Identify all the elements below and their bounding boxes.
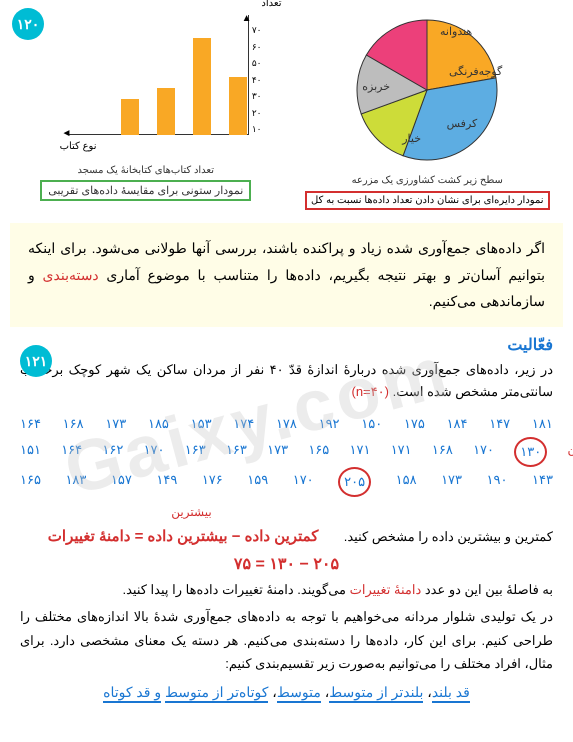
x-axis-label: نوع کتاب — [60, 141, 97, 152]
bar-chart: تعداد نوع کتاب ▲ ◄ ۱۰۲۰۳۰۴۰۵۰۶۰۷۰ — [57, 10, 277, 160]
data-cell: ۱۶۸ — [63, 411, 84, 437]
pie-chart-box: هندوانه خربزه خیار کرفس گوجه‌فرنگی سطح ز… — [297, 10, 559, 210]
activity-intro: در زیر، داده‌های جمع‌آوری شده دربارهٔ ان… — [20, 359, 553, 403]
bars-container — [121, 25, 247, 135]
data-cell: ۱۷۳ — [441, 467, 462, 497]
body-p1-text: کمترین و بیشترین داده را مشخص کنید. — [344, 529, 553, 544]
data-cell: ۱۶۲ — [102, 437, 123, 467]
data-row-2: ۱۴۳ ۱۹۰ ۱۷۳ ۱۵۸ ۲۰۵ ۱۷۰ ۱۵۹ ۱۷۶ ۱۴۹ ۱۵۷ ۱۸۳ ۱۶۵ — [20, 467, 553, 497]
data-cell: ۱۷۱ — [391, 437, 412, 467]
y-axis-label: تعداد — [261, 0, 281, 9]
data-row-1: کمترین۱۳۰۱۷۰۱۶۸۱۷۱۱۷۱۱۶۵۱۷۳۱۶۳۱۶۳۱۷۰۱۶۲۱… — [20, 437, 553, 467]
data-cell: ۱۹۰ — [487, 467, 508, 497]
y-axis — [248, 15, 249, 135]
data-cell: ۱۴۹ — [156, 467, 177, 497]
charts-section: هندوانه خربزه خیار کرفس گوجه‌فرنگی سطح ز… — [0, 0, 573, 215]
bar-0 — [229, 77, 247, 135]
body-p3: در یک تولیدی شلوار مردانه می‌خواهیم با ت… — [20, 605, 553, 675]
page-number-mid: ۱۲۱ — [20, 345, 52, 377]
pie-label-4: گوجه‌فرنگی — [449, 65, 502, 78]
data-cell: ۱۷۳ — [105, 411, 126, 437]
data-cell: ۱۶۵ — [308, 437, 329, 467]
data-cell: ۱۵۸ — [396, 467, 417, 497]
cat-4: و قد کوتاه — [103, 684, 161, 703]
max-label: بیشترین — [0, 505, 383, 519]
data-cell: ۱۸۱ — [532, 411, 553, 437]
pie-label-0: هندوانه — [440, 25, 472, 38]
bar-3 — [121, 99, 139, 135]
data-cell: ۱۶۳ — [226, 437, 247, 467]
body-p1: کمترین و بیشترین داده را مشخص کنید. کمتر… — [20, 523, 553, 550]
data-cell: ۱۶۴ — [61, 437, 82, 467]
data-cell: ۱۷۴ — [233, 411, 254, 437]
data-cell: ۱۷۰ — [473, 437, 494, 467]
body-p2: به فاصلهٔ بین این دو عدد دامنهٔ تغییرات … — [20, 578, 553, 601]
bar-chart-box: تعداد نوع کتاب ▲ ◄ ۱۰۲۰۳۰۴۰۵۰۶۰۷۰ تعداد … — [15, 10, 277, 210]
formula-calc: ۲۰۵ − ۱۳۰ = ۷۵ — [0, 554, 573, 574]
data-cell: ۱۹۲ — [319, 411, 340, 437]
data-grid: ۱۸۱۱۴۷۱۸۴۱۷۵۱۵۰۱۹۲۱۷۸۱۷۴۱۵۳۱۸۵۱۷۳۱۶۸۱۶۴ک… — [20, 411, 553, 497]
bar-box-caption: نمودار ستونی برای مقایسهٔ داده‌های تقریب… — [40, 180, 251, 201]
data-cell: ۱۶۵ — [20, 467, 41, 497]
data-cell: ۱۶۸ — [432, 437, 453, 467]
activity-n: (n=۴۰) — [351, 384, 388, 399]
data-cell: ۱۵۰ — [361, 411, 382, 437]
data-cell: ۱۷۸ — [276, 411, 297, 437]
data-cell: ۱۵۷ — [111, 467, 132, 497]
cat-2: متوسط — [277, 684, 321, 703]
info-box: اگر داده‌های جمع‌آوری شده زیاد و پراکنده… — [10, 223, 563, 327]
page-number-top: ۱۲۰ — [12, 8, 44, 40]
data-cell: ۱۴۳ — [532, 467, 553, 497]
data-cell: ۱۷۰ — [293, 467, 314, 497]
info-red-1: دسته‌بندی — [43, 267, 99, 283]
activity-intro-text: در زیر، داده‌های جمع‌آوری شده دربارهٔ ان… — [20, 362, 553, 399]
pie-caption: سطح زیر کشت کشاورزی یک مزرعه — [297, 175, 559, 186]
body-p2-red: دامنهٔ تغییرات — [350, 582, 422, 597]
formula-text: کمترین داده − بیشترین داده = دامنهٔ تغیی… — [48, 528, 319, 545]
cat-1: بلندتر از متوسط — [329, 684, 423, 703]
activity-title: فعّالیت — [20, 335, 553, 355]
categories: قد بلند، بلندتر از متوسط، متوسط، کوتاه‌ت… — [20, 684, 553, 701]
info-text-1: اگر داده‌های جمع‌آوری شده زیاد و پراکنده… — [28, 240, 545, 283]
y-ticks: ۱۰۲۰۳۰۴۰۵۰۶۰۷۰ — [252, 25, 262, 135]
pie-label-3: کرفس — [447, 117, 478, 130]
data-cell: ۱۵۳ — [191, 411, 212, 437]
body-p2b: می‌گویند. دامنهٔ تغییرات داده‌ها را پیدا… — [122, 582, 349, 597]
data-cell: ۱۸۴ — [447, 411, 468, 437]
data-cell: ۱۷۳ — [267, 437, 288, 467]
data-cell: ۱۷۱ — [350, 437, 371, 467]
body-p2a: به فاصلهٔ بین این دو عدد — [421, 582, 553, 597]
pie-chart: هندوانه خربزه خیار کرفس گوجه‌فرنگی — [347, 10, 507, 170]
data-row-0: ۱۸۱ ۱۴۷ ۱۸۴ ۱۷۵ ۱۵۰ ۱۹۲ ۱۷۸ ۱۷۴ ۱۵۳ ۱۸۵ ۱۷۳ ۱۶۸ ۱۶۴ — [20, 411, 553, 437]
data-cell: ۱۸۵ — [148, 411, 169, 437]
data-cell: ۱۳۰ — [514, 437, 547, 467]
pie-box-caption: نمودار دایره‌ای برای نشان دادن تعداد داد… — [305, 191, 550, 210]
cat-0: قد بلند — [432, 684, 470, 703]
data-cell: ۱۷۶ — [202, 467, 223, 497]
bar-2 — [157, 88, 175, 135]
data-cell: ۱۶۴ — [20, 411, 41, 437]
data-cell: ۱۶۳ — [185, 437, 206, 467]
pie-label-1: خربزه — [362, 80, 390, 93]
bar-1 — [193, 38, 211, 135]
data-cell: ۱۸۳ — [65, 467, 86, 497]
data-cell: ۱۷۵ — [404, 411, 425, 437]
arrow-up-icon: ▲ — [242, 13, 252, 24]
data-cell: ۱۴۷ — [489, 411, 510, 437]
cat-3: کوتاه‌تر از متوسط — [165, 684, 268, 703]
data-cell: ۱۵۱ — [20, 437, 41, 467]
pie-label-2: خیار — [402, 132, 421, 145]
data-cell: ۱۵۹ — [247, 467, 268, 497]
data-cell: ۲۰۵ — [338, 467, 371, 497]
data-cell: ۱۷۰ — [144, 437, 165, 467]
bar-caption: تعداد کتاب‌های کتابخانهٔ یک مسجد — [15, 165, 277, 176]
arrow-left-icon: ◄ — [62, 128, 72, 139]
